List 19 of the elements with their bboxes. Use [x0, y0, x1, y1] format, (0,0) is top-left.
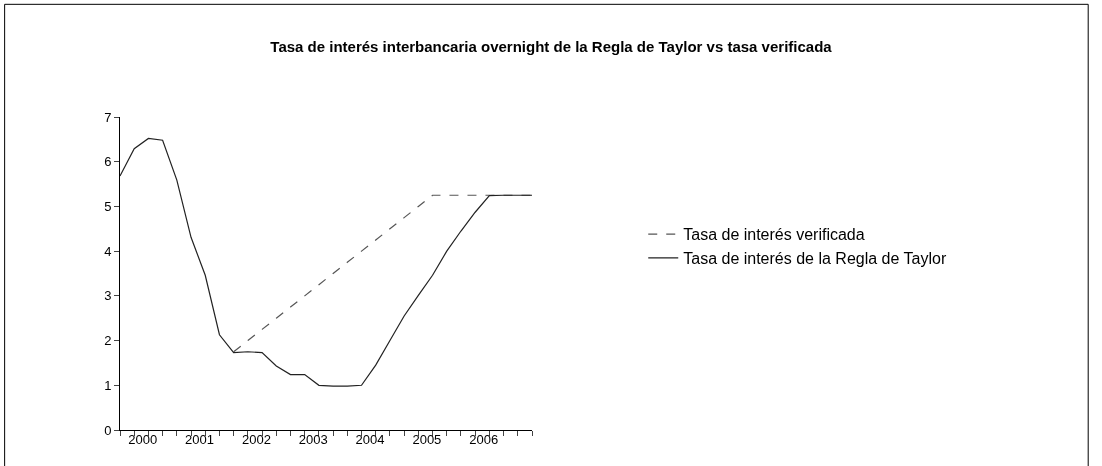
y-tick-label: 7 — [104, 109, 112, 125]
x-tick-label: 2003 — [298, 432, 328, 447]
y-tick-label: 3 — [104, 288, 112, 304]
x-tick-label: 2002 — [241, 432, 271, 447]
line-series — [120, 137, 532, 387]
x-tick-label: 2004 — [355, 432, 385, 447]
y-tick-label: 4 — [104, 243, 112, 259]
y-tick-label: 0 — [104, 422, 112, 438]
x-tick-label: 2006 — [469, 432, 499, 447]
x-tick-label: 2001 — [185, 432, 215, 447]
x-tick-label: 2005 — [412, 432, 442, 447]
chart-title: Tasa de interés interbancaria overnight de la Regla de Taylor vs tasa verificada — [270, 37, 833, 55]
y-tick-label: 1 — [104, 377, 112, 393]
legend-label: Tasa de interés verificada — [683, 226, 865, 244]
y-tick-label: 5 — [104, 198, 112, 214]
legend-label: Tasa de interés de la Regla de Taylor — [683, 250, 947, 268]
y-tick-label: 2 — [104, 333, 112, 349]
y-tick-label: 6 — [104, 154, 112, 170]
x-tick-label: 2000 — [128, 432, 158, 447]
